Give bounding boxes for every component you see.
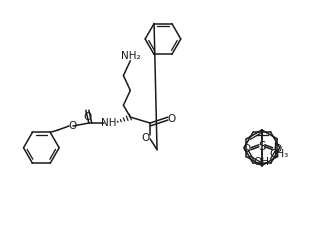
Text: NH₂: NH₂ <box>120 51 140 61</box>
Text: S: S <box>258 140 265 153</box>
Text: OH: OH <box>254 156 270 167</box>
Text: O: O <box>84 112 92 122</box>
Text: O: O <box>168 114 176 123</box>
Text: O: O <box>69 121 77 131</box>
Text: NH: NH <box>101 118 116 128</box>
Text: CH₃: CH₃ <box>270 149 289 159</box>
Text: O: O <box>273 144 282 154</box>
Text: O: O <box>242 144 250 154</box>
Text: O: O <box>141 133 149 143</box>
